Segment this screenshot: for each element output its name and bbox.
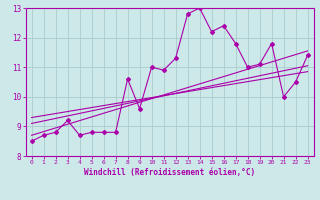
X-axis label: Windchill (Refroidissement éolien,°C): Windchill (Refroidissement éolien,°C) (84, 168, 255, 177)
